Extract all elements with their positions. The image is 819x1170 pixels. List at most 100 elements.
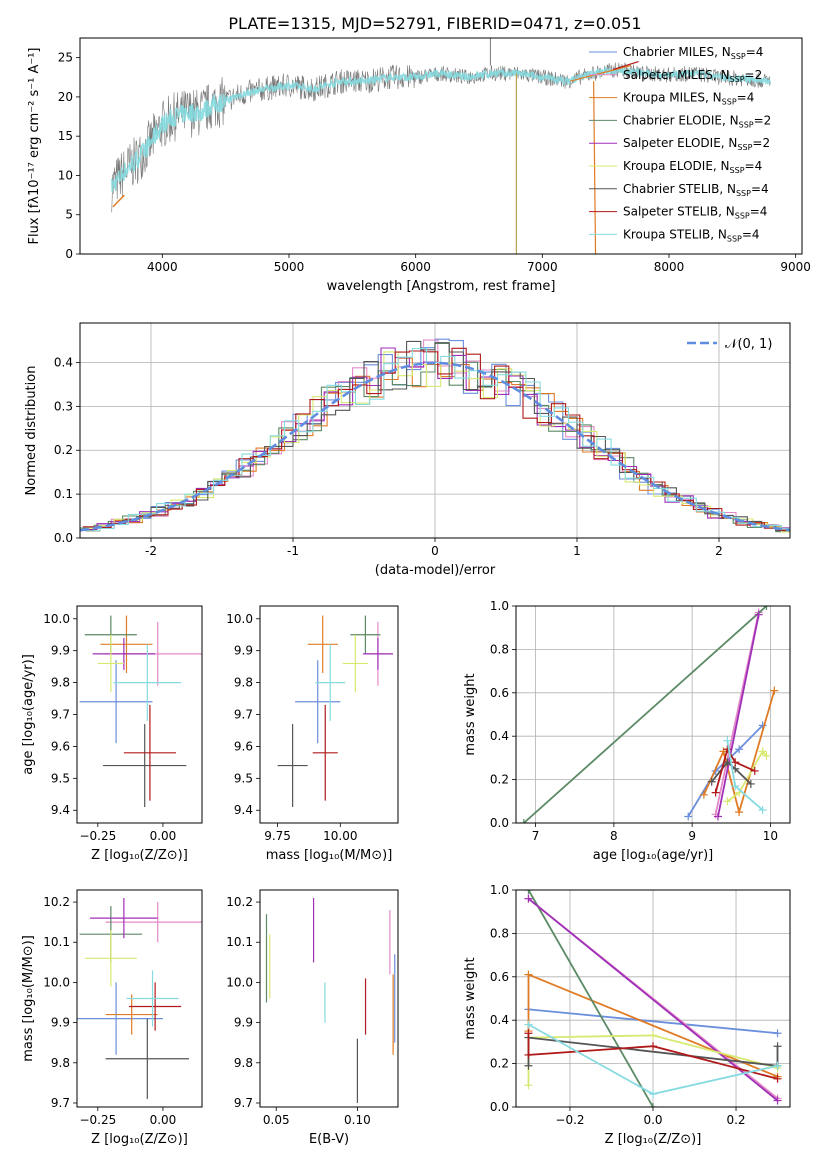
data-point-marker bbox=[773, 1074, 782, 1083]
model-spectrum-line bbox=[111, 64, 771, 193]
series-line bbox=[726, 749, 768, 803]
data-point-marker bbox=[684, 812, 693, 821]
y-tick-label: 10.0 bbox=[226, 612, 253, 626]
histogram-step-line bbox=[85, 348, 790, 532]
legend-entry: Salpeter MILES, NSSP=2 bbox=[623, 68, 762, 84]
y-tick-label: 9.7 bbox=[234, 708, 253, 722]
legend-entry: Kroupa ELODIE, NSSP=4 bbox=[623, 159, 762, 175]
y-tick-label: 10.0 bbox=[226, 975, 253, 989]
legend-entry: Kroupa STELIB, NSSP=4 bbox=[623, 227, 760, 243]
spectrum-legend: Chabrier MILES, NSSP=4 Salpeter MILES, NS… bbox=[589, 45, 771, 243]
data-point-marker bbox=[707, 777, 716, 786]
data-point-marker bbox=[649, 1103, 657, 1107]
series-line bbox=[714, 746, 756, 793]
x-axis-label: (data-model)/error bbox=[375, 563, 496, 578]
y-tick-label: 9.9 bbox=[51, 1016, 70, 1030]
series-line bbox=[703, 690, 776, 816]
legend-entry: Kroupa MILES, NSSP=4 bbox=[623, 91, 754, 107]
data-point-marker bbox=[773, 1061, 782, 1070]
histogram-step-line bbox=[80, 340, 790, 532]
x-tick-label: 6000 bbox=[400, 260, 431, 274]
series-line bbox=[528, 1008, 778, 1035]
x-axis-label: E(B-V) bbox=[309, 1132, 349, 1147]
data-point-marker bbox=[699, 790, 708, 799]
x-tick-label: -1 bbox=[287, 544, 299, 558]
data-point-marker bbox=[731, 782, 740, 791]
data-point-marker bbox=[773, 1096, 782, 1105]
data-point-marker bbox=[524, 1029, 533, 1038]
axes-frame bbox=[79, 37, 803, 255]
data-point-marker bbox=[711, 788, 720, 797]
x-tick-label: 5000 bbox=[274, 260, 305, 274]
x-tick-label: -2 bbox=[145, 544, 157, 558]
axes-frame bbox=[79, 322, 791, 539]
model-line-fragment bbox=[570, 64, 632, 82]
series-line bbox=[523, 606, 768, 823]
x-axis-label: Z [log₁₀(Z/Z⊙)] bbox=[605, 1132, 702, 1147]
y-axis-label: Flux [fλ10⁻¹⁷ erg cm⁻² s⁻¹ A⁻¹] bbox=[27, 48, 42, 245]
data-point-marker bbox=[735, 808, 744, 817]
x-tick-label: 2 bbox=[715, 544, 723, 558]
age-vs-z-panel: −0.25 0.00 9.4 9.5 9.6 9.7 9.8 9.9 10.0 Z [log₁₀(… bbox=[21, 605, 203, 863]
data-point-marker bbox=[754, 610, 763, 619]
y-tick-label: 0.6 bbox=[490, 686, 509, 700]
x-axis-label: age [log₁₀(age/yr)] bbox=[593, 848, 714, 863]
x-axis-label: Z [log₁₀(Z/Z⊙)] bbox=[91, 848, 188, 863]
legend-entry: Salpeter ELODIE, NSSP=2 bbox=[623, 136, 770, 152]
weight-vs-age-panel: 7 8 9 10 0.0 0.2 0.4 0.6 0.8 1.0 age [log₁₀(age/yr… bbox=[463, 599, 791, 863]
y-tick-label: 9.8 bbox=[51, 676, 70, 690]
y-tick-label: 0.6 bbox=[490, 970, 509, 984]
data-point-marker bbox=[524, 970, 533, 979]
legend-entry: 𝒩(0, 1) bbox=[725, 337, 772, 352]
data-point-marker bbox=[524, 1050, 533, 1059]
data-point-marker bbox=[524, 1081, 533, 1090]
data-point-marker bbox=[713, 812, 722, 821]
y-tick-label: 0.2 bbox=[54, 443, 73, 457]
data-point-marker bbox=[524, 1020, 533, 1029]
residuals-panel: -2 -1 0 1 2 0.0 0.1 0.2 0.3 0.4 (data-model)/error… bbox=[24, 322, 791, 578]
axes-frame bbox=[76, 605, 203, 824]
y-tick-label: 9.9 bbox=[234, 1016, 253, 1030]
y-tick-label: 0.0 bbox=[490, 1100, 509, 1114]
data-point-marker bbox=[649, 1042, 657, 1051]
y-tick-label: 10.2 bbox=[43, 895, 70, 909]
x-tick-label: 0 bbox=[431, 544, 439, 558]
normal-curve-line bbox=[80, 361, 790, 532]
data-point-marker bbox=[762, 606, 771, 610]
plot-area bbox=[265, 898, 396, 1103]
data-point-marker bbox=[762, 751, 771, 760]
data-point-marker bbox=[524, 894, 533, 903]
data-point-marker bbox=[649, 1031, 657, 1040]
mass-vs-z-panel: −0.25 0.00 9.7 9.8 9.9 10.0 10.1 10.2 Z [log₁₀(Z… bbox=[21, 889, 203, 1147]
y-tick-label: 0.8 bbox=[490, 642, 509, 656]
y-axis-label: Normed distribution bbox=[24, 366, 39, 496]
x-axis-label: wavelength [Angstrom, rest frame] bbox=[327, 279, 556, 294]
x-tick-label: 9 bbox=[688, 829, 696, 843]
x-tick-label: 8 bbox=[610, 829, 618, 843]
x-tick-label: 1 bbox=[573, 544, 581, 558]
y-tick-label: 0 bbox=[65, 247, 73, 261]
y-tick-label: 1.0 bbox=[490, 883, 509, 897]
series-line bbox=[527, 890, 654, 1107]
x-tick-label: −0.2 bbox=[555, 1113, 584, 1127]
y-tick-label: 9.9 bbox=[51, 644, 70, 658]
histogram-step-line bbox=[80, 342, 790, 533]
y-tick-label: 9.8 bbox=[234, 1056, 253, 1070]
y-tick-label: 10.2 bbox=[226, 895, 253, 909]
x-tick-label: 0.05 bbox=[263, 1113, 290, 1127]
y-tick-label: 9.6 bbox=[234, 739, 253, 753]
y-tick-label: 9.8 bbox=[234, 676, 253, 690]
y-tick-label: 9.6 bbox=[51, 739, 70, 753]
plot-area bbox=[80, 338, 790, 533]
y-axis-label: mass weight bbox=[463, 673, 478, 755]
y-tick-label: 10 bbox=[58, 168, 73, 182]
y-axis-label: age [log₁₀(age/yr)] bbox=[21, 654, 36, 775]
x-tick-label: −0.25 bbox=[79, 829, 116, 843]
x-axis-label: Z [log₁₀(Z/Z⊙)] bbox=[91, 1132, 188, 1147]
axes-frame bbox=[515, 889, 791, 1108]
model-line-fragment bbox=[112, 194, 125, 208]
data-point-marker bbox=[758, 805, 767, 814]
mass-vs-ebv-panel: 0.05 0.10 9.7 9.8 9.9 10.0 10.1 10.2 E(B-V) bbox=[226, 889, 399, 1147]
x-tick-label: 10.00 bbox=[323, 829, 357, 843]
x-tick-label: −0.25 bbox=[79, 1113, 116, 1127]
